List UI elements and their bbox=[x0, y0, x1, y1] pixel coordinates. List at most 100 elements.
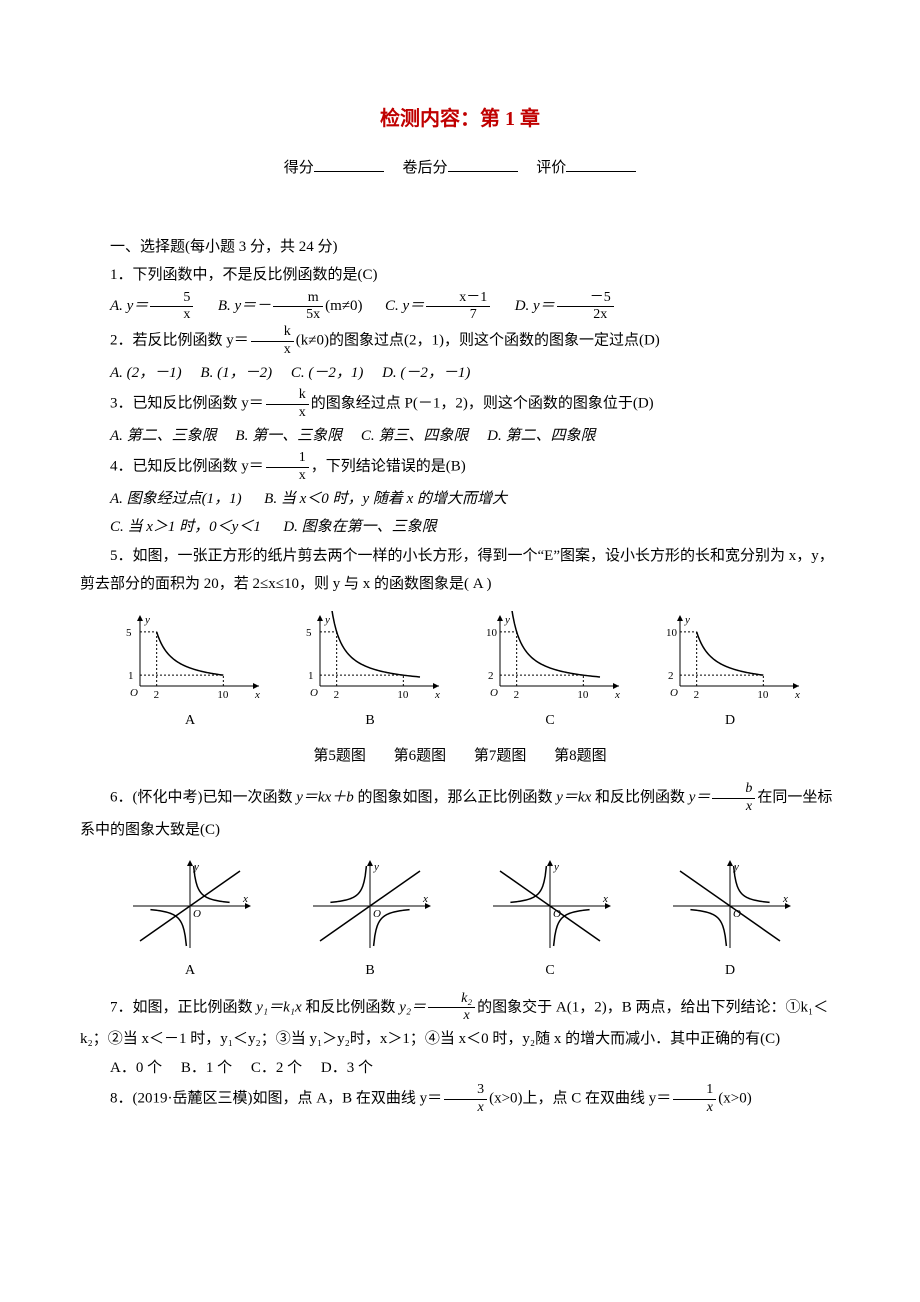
svg-text:2: 2 bbox=[514, 689, 520, 701]
q4-num: 1 bbox=[266, 450, 309, 468]
q1-b-den: 5x bbox=[273, 307, 323, 324]
score-line: 得分 卷后分 评价 bbox=[80, 154, 840, 183]
svg-text:O: O bbox=[130, 687, 138, 699]
q6-graph-B: x y O bbox=[305, 856, 435, 956]
q4-choices-1: A. 图象经过点(1，1) B. 当 x＜0 时，y 随着 x 的增大而增大 bbox=[80, 485, 840, 514]
q7-e1: y₁＝k₁x bbox=[256, 999, 301, 1015]
svg-text:5: 5 bbox=[306, 627, 312, 639]
q3-stem: 3．已知反比例函数 y＝kx的图象经过点 P(－1，2)，则这个函数的图象位于(… bbox=[80, 387, 840, 422]
q2-stem: 2．若反比例函数 y＝kx(k≠0)的图象过点(2，1)，则这个函数的图象一定过… bbox=[80, 324, 840, 359]
q7-num: k₂ bbox=[428, 991, 475, 1009]
q6-e2: y＝kx bbox=[556, 790, 591, 806]
q6-num: b bbox=[712, 781, 755, 799]
svg-text:2: 2 bbox=[694, 689, 700, 701]
q5-label-A: A bbox=[115, 708, 265, 735]
svg-text:y: y bbox=[684, 614, 690, 626]
svg-text:O: O bbox=[490, 687, 498, 699]
eval-blank[interactable] bbox=[566, 157, 636, 172]
svg-text:O: O bbox=[193, 908, 201, 920]
q1-c-num: x－1 bbox=[426, 290, 490, 308]
q6-label-D: D bbox=[665, 958, 795, 985]
svg-text:x: x bbox=[602, 893, 608, 905]
svg-text:y: y bbox=[144, 614, 150, 626]
q7-pre: 7．如图，正比例函数 bbox=[110, 999, 256, 1015]
q7-a: A．0 个 bbox=[110, 1060, 162, 1076]
q1-a-num: 5 bbox=[150, 290, 193, 308]
svg-text:2: 2 bbox=[488, 670, 494, 682]
svg-text:10: 10 bbox=[486, 627, 498, 639]
q6-e3p: y＝ bbox=[689, 790, 711, 806]
q2-d: D. (－2，－1) bbox=[382, 365, 470, 381]
q2-choices: A. (2，－1) B. (1，－2) C. (－2，1) D. (－2，－1) bbox=[80, 359, 840, 388]
svg-text:y: y bbox=[504, 614, 510, 626]
q8-f2n: 1 bbox=[673, 1082, 716, 1100]
score-blank[interactable] bbox=[314, 157, 384, 172]
q5-label-B: B bbox=[295, 708, 445, 735]
q6-label-B: B bbox=[305, 958, 435, 985]
q6-pre: 6．(怀化中考)已知一次函数 bbox=[110, 790, 296, 806]
back-blank[interactable] bbox=[448, 157, 518, 172]
q1-a: A. y＝ bbox=[110, 298, 148, 314]
q3-den: x bbox=[266, 405, 309, 422]
q1-d-num: －5 bbox=[557, 290, 614, 308]
q3-pre: 3．已知反比例函数 y＝ bbox=[110, 396, 264, 412]
svg-text:x: x bbox=[614, 689, 620, 701]
q3-choices: A. 第二、三象限 B. 第一、三象限 C. 第三、四象限 D. 第二、四象限 bbox=[80, 422, 840, 451]
q6-cell-B: x y O B bbox=[305, 856, 435, 985]
q1-a-den: x bbox=[150, 307, 193, 324]
q5-graph-B: x y O 5 1 2 10 bbox=[295, 611, 445, 706]
q7-stem: 7．如图，正比例函数 y₁＝k₁x 和反比例函数 y₂＝k₂x的图象交于 A(1… bbox=[80, 991, 840, 1054]
svg-text:y: y bbox=[553, 861, 559, 873]
fig8-label: 第8题图 bbox=[554, 748, 607, 764]
svg-text:10: 10 bbox=[217, 689, 229, 701]
svg-text:O: O bbox=[670, 687, 678, 699]
q7-b: B．1 个 bbox=[181, 1060, 232, 1076]
q2-c: C. (－2，1) bbox=[291, 365, 364, 381]
q5-label-C: C bbox=[475, 708, 625, 735]
q4-choices-2: C. 当 x＞1 时，0＜y＜1 D. 图象在第一、三象限 bbox=[80, 513, 840, 542]
q6-graph-D: x y O bbox=[665, 856, 795, 956]
q3-b: B. 第一、三象限 bbox=[235, 428, 342, 444]
q7-den: x bbox=[428, 1008, 475, 1025]
svg-text:x: x bbox=[242, 893, 248, 905]
svg-text:10: 10 bbox=[397, 689, 409, 701]
q3-c: C. 第三、四象限 bbox=[361, 428, 469, 444]
svg-text:x: x bbox=[254, 689, 260, 701]
q6-graph-A: x y O bbox=[125, 856, 255, 956]
q4-b: B. 当 x＜0 时，y 随着 x 的增大而增大 bbox=[264, 491, 507, 507]
back-label: 卷后分 bbox=[402, 160, 447, 176]
q5-cell-A: x y O 5 1 2 10 A bbox=[115, 611, 265, 735]
q3-d: D. 第二、四象限 bbox=[487, 428, 595, 444]
q6-label-A: A bbox=[125, 958, 255, 985]
q1-choices: A. y＝5x B. y＝－m5x(m≠0) C. y＝x－17 D. y＝－5… bbox=[80, 290, 840, 325]
q2-a: A. (2，－1) bbox=[110, 365, 182, 381]
fig7-label: 第7题图 bbox=[474, 748, 527, 764]
q2-b: B. (1，－2) bbox=[200, 365, 272, 381]
q8-post: (x>0) bbox=[718, 1091, 751, 1107]
q1-d-den: 2x bbox=[557, 307, 614, 324]
q8-f1n: 3 bbox=[444, 1082, 487, 1100]
svg-text:x: x bbox=[422, 893, 428, 905]
q5-cell-C: x y O 10 2 2 10 C bbox=[475, 611, 625, 735]
q4-post: ，下列结论错误的是(B) bbox=[311, 459, 466, 475]
q7-e2p: y₂＝ bbox=[399, 999, 426, 1015]
q6-m2: 和反比例函数 bbox=[591, 790, 689, 806]
q2-post: (k≠0)的图象过点(2，1)，则这个函数的图象一定过点(D) bbox=[296, 333, 660, 349]
svg-text:x: x bbox=[434, 689, 440, 701]
q8-f2d: x bbox=[673, 1100, 716, 1117]
q7-choices: A．0 个 B．1 个 C．2 个 D．3 个 bbox=[80, 1054, 840, 1083]
q5-cell-D: x y O 10 2 2 10 D bbox=[655, 611, 805, 735]
fig6-label: 第6题图 bbox=[394, 748, 447, 764]
q6-graphs: x y O A x y O B x y O C bbox=[100, 856, 820, 985]
svg-text:10: 10 bbox=[666, 627, 678, 639]
svg-text:1: 1 bbox=[308, 670, 314, 682]
q1-b: B. y＝－ bbox=[218, 298, 271, 314]
q1-c: C. y＝ bbox=[385, 298, 424, 314]
q6-graph-C: x y O bbox=[485, 856, 615, 956]
q2-den: x bbox=[251, 342, 294, 359]
q2-pre: 2．若反比例函数 y＝ bbox=[110, 333, 249, 349]
q3-post: 的图象经过点 P(－1，2)，则这个函数的图象位于(D) bbox=[311, 396, 654, 412]
q4-c: C. 当 x＞1 时，0＜y＜1 bbox=[110, 519, 261, 535]
q4-a: A. 图象经过点(1，1) bbox=[110, 491, 242, 507]
q6-cell-A: x y O A bbox=[125, 856, 255, 985]
